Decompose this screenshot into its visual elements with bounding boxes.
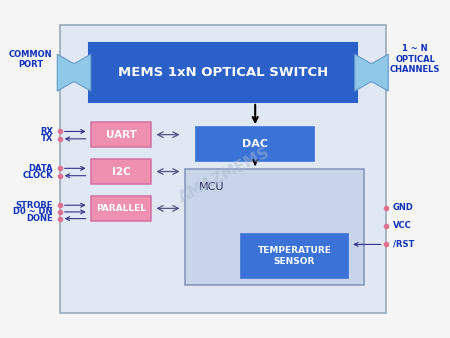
Polygon shape (57, 54, 91, 91)
FancyBboxPatch shape (91, 196, 151, 221)
FancyBboxPatch shape (241, 234, 348, 278)
Text: COMMON
PORT: COMMON PORT (9, 49, 52, 69)
Text: AMAZMEMS: AMAZMEMS (177, 145, 273, 206)
Text: DAC: DAC (242, 139, 268, 149)
FancyBboxPatch shape (185, 169, 364, 285)
Text: DATA: DATA (28, 164, 53, 173)
Text: I2C: I2C (112, 167, 130, 176)
Polygon shape (355, 54, 388, 91)
FancyBboxPatch shape (91, 122, 151, 147)
Text: /RST: /RST (393, 240, 414, 249)
Text: PARALLEL: PARALLEL (96, 204, 146, 213)
FancyBboxPatch shape (89, 43, 357, 102)
Text: STROBE: STROBE (15, 201, 53, 210)
FancyBboxPatch shape (91, 159, 151, 184)
Text: DONE: DONE (26, 214, 53, 223)
FancyBboxPatch shape (196, 127, 315, 161)
Text: UART: UART (106, 130, 136, 140)
Text: TEMPERATURE
SENSOR: TEMPERATURE SENSOR (257, 246, 331, 266)
Text: 1 ~ N
OPTICAL
CHANNELS: 1 ~ N OPTICAL CHANNELS (390, 44, 440, 74)
Text: TX: TX (40, 134, 53, 143)
Text: RX: RX (40, 127, 53, 136)
Text: MCU: MCU (199, 183, 225, 192)
Text: D0 ~ DN: D0 ~ DN (14, 208, 53, 216)
Text: CLOCK: CLOCK (22, 171, 53, 180)
Text: VCC: VCC (393, 221, 411, 231)
Text: MEMS 1xN OPTICAL SWITCH: MEMS 1xN OPTICAL SWITCH (117, 66, 328, 79)
Text: GND: GND (393, 203, 414, 212)
FancyBboxPatch shape (59, 25, 386, 313)
